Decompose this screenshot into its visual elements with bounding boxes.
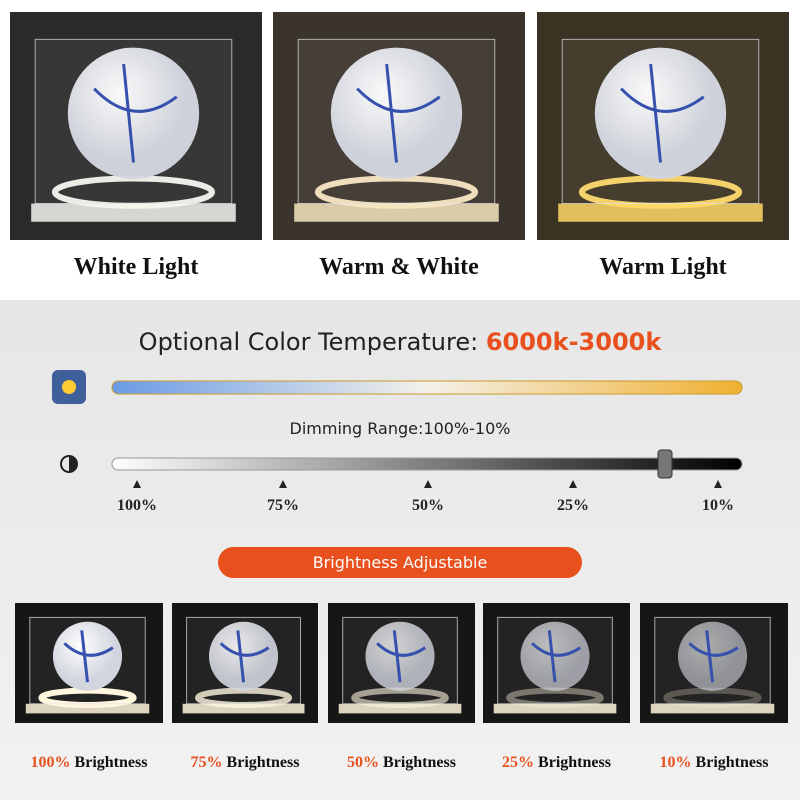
- acrylic-box: [29, 616, 146, 705]
- scale-marker: [569, 480, 577, 488]
- scale-label: 75%: [267, 497, 299, 514]
- brightness-icon-half: [69, 456, 77, 472]
- display-base: [294, 203, 499, 222]
- acrylic-box: [186, 616, 301, 705]
- button[interactable]: [218, 547, 582, 578]
- brightness-percent: 50%: [347, 754, 379, 771]
- ball-pattern: [356, 63, 441, 163]
- heading: Optional Color Temperature: 6000k-3000k: [139, 328, 663, 356]
- ball-pattern: [93, 63, 178, 163]
- brightness-word: Brightness: [383, 754, 456, 771]
- display-base: [493, 703, 617, 714]
- brightness-percent: 75%: [191, 754, 223, 771]
- heading-text: Optional Color Temperature:: [139, 328, 479, 356]
- dimming-bar: [111, 457, 743, 471]
- ball-pattern: [531, 630, 582, 683]
- ball-pattern: [688, 630, 739, 683]
- ball-pattern: [620, 63, 705, 163]
- acrylic-box: [34, 38, 233, 205]
- artwork: [10, 12, 789, 723]
- scale-label: 10%: [702, 497, 734, 514]
- scale-marker: [279, 480, 287, 488]
- panel-caption: Warm & White: [319, 254, 479, 280]
- scale-label: 50%: [412, 497, 444, 514]
- display-base: [182, 703, 305, 714]
- scale-marker: [714, 480, 722, 488]
- scale-marker: [424, 480, 432, 488]
- display-base: [31, 203, 236, 222]
- acrylic-box: [654, 616, 771, 705]
- scale-marker: [133, 480, 141, 488]
- brightness-word: Brightness: [538, 754, 611, 771]
- brightness-percent: 10%: [660, 754, 692, 771]
- ball: [594, 47, 727, 179]
- button-label[interactable]: Brightness Adjustable: [313, 553, 488, 572]
- scale-label: 100%: [117, 497, 157, 514]
- ball-pattern: [219, 630, 270, 683]
- dimming-label: Dimming Range:100%-10%: [290, 419, 511, 438]
- sun-core: [62, 380, 76, 394]
- brightness-percent: 25%: [502, 754, 534, 771]
- scale-label: 25%: [557, 497, 589, 514]
- panel-caption: Warm Light: [599, 254, 726, 280]
- brightness-caption: 25% Brightness: [502, 754, 611, 771]
- brightness-percent: 100%: [31, 754, 71, 771]
- brightness-word: Brightness: [227, 754, 300, 771]
- acrylic-box: [561, 38, 760, 205]
- display-base: [25, 703, 150, 714]
- brightness-word: Brightness: [75, 754, 148, 771]
- slider-knob[interactable]: [657, 449, 673, 479]
- ball: [67, 47, 200, 179]
- temperature-bar: [111, 380, 743, 395]
- acrylic-box: [297, 38, 496, 205]
- brightness-caption: 75% Brightness: [191, 754, 300, 771]
- brightness-word: Brightness: [696, 754, 769, 771]
- heading-highlight: 6000k-3000k: [486, 328, 663, 356]
- ball: [330, 47, 463, 179]
- acrylic-box: [497, 616, 613, 705]
- brightness-caption: 100% Brightness: [31, 754, 148, 771]
- panel-caption: White Light: [74, 254, 199, 280]
- display-base: [558, 203, 763, 222]
- display-base: [338, 703, 462, 714]
- brightness-caption: 50% Brightness: [347, 754, 456, 771]
- ball-pattern: [63, 630, 114, 683]
- acrylic-box: [342, 616, 458, 705]
- display-base: [650, 703, 775, 714]
- ball-pattern: [376, 630, 427, 683]
- brightness-caption: 10% Brightness: [660, 754, 769, 771]
